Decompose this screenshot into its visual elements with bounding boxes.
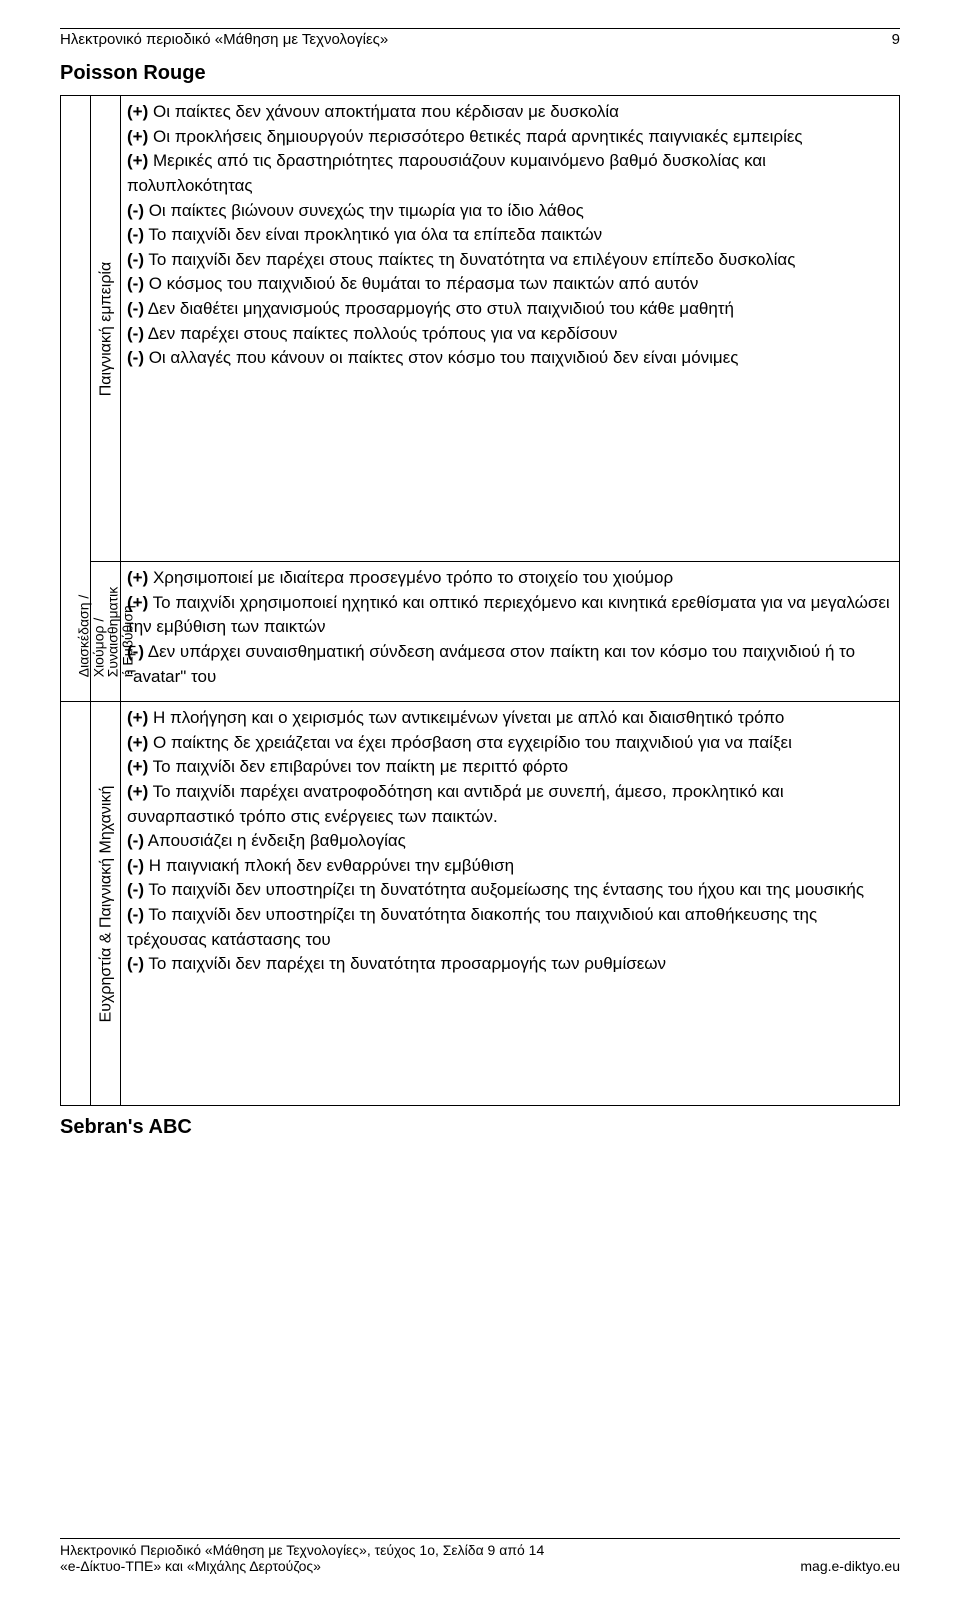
content-cell: (+) Χρησιμοποιεί με ιδιαίτερα προσεγμένο… — [121, 562, 900, 702]
footer-rule — [60, 1538, 900, 1539]
page-footer: Ηλεκτρονικό Περιοδικό «Μάθηση με Τεχνολο… — [60, 1538, 900, 1574]
category-cell — [61, 702, 91, 1106]
evaluation-line: (-) Το παιχνίδι δεν παρέχει τη δυνατότητ… — [127, 952, 893, 977]
evaluation-line: (-) Το παιχνίδι δεν είναι προκλητικό για… — [127, 223, 893, 248]
footer-line2-left: «e-Δίκτυο-ΤΠΕ» και «Μιχάλης Δερτούζος» — [60, 1558, 321, 1574]
footer-line1-left: Ηλεκτρονικό Περιοδικό «Μάθηση με Τεχνολο… — [60, 1542, 544, 1558]
content-cell: (+) Η πλοήγηση και ο χειρισμός των αντικ… — [121, 702, 900, 1106]
evaluation-line: (+) Οι παίκτες δεν χάνουν αποκτήματα που… — [127, 100, 893, 125]
category-label: Διασκέδαση /Χιούμορ /Συναισθηματική Εμβύ… — [76, 586, 135, 677]
footer-line2-right: mag.e-diktyo.eu — [800, 1558, 900, 1574]
evaluation-line: (-) Το παιχνίδι δεν παρέχει στους παίκτε… — [127, 248, 893, 273]
content-cell: (+) Οι παίκτες δεν χάνουν αποκτήματα που… — [121, 96, 900, 562]
evaluation-line: (-) Δεν παρέχει στους παίκτες πολλούς τρ… — [127, 322, 893, 347]
evaluation-line: (-) Το παιχνίδι δεν υποστηρίζει τη δυνατ… — [127, 878, 893, 903]
running-header: Ηλεκτρονικό περιοδικό «Μάθηση με Τεχνολο… — [60, 31, 900, 48]
evaluation-line: (+) Χρησιμοποιεί με ιδιαίτερα προσεγμένο… — [127, 566, 893, 591]
evaluation-table: Παιγνιακή εμπειρία (+) Οι παίκτες δεν χά… — [60, 95, 900, 1106]
category-label: Παιγνιακή εμπειρία — [94, 261, 117, 396]
evaluation-line: (-) Οι αλλαγές που κάνουν οι παίκτες στο… — [127, 346, 893, 371]
evaluation-line: (-) Το παιχνίδι δεν υποστηρίζει τη δυνατ… — [127, 903, 893, 952]
evaluation-line: (+) Το παιχνίδι χρησιμοποιεί ηχητικό και… — [127, 591, 893, 640]
page-number: 9 — [892, 31, 900, 48]
evaluation-line: (-) Δεν διαθέτει μηχανισμούς προσαρμογής… — [127, 297, 893, 322]
category-cell: Διασκέδαση /Χιούμορ /Συναισθηματική Εμβύ… — [91, 562, 121, 702]
evaluation-line: (+) Η πλοήγηση και ο χειρισμός των αντικ… — [127, 706, 893, 731]
evaluation-line: (+) Οι προκλήσεις δημιουργούν περισσότερ… — [127, 125, 893, 150]
evaluation-line: (-) Ο κόσμος του παιχνιδιού δε θυμάται τ… — [127, 272, 893, 297]
header-rule — [60, 28, 900, 29]
evaluation-line: (+) Το παιχνίδι δεν επιβαρύνει τον παίκτ… — [127, 755, 893, 780]
section-subtitle: Sebran's ABC — [60, 1116, 900, 1139]
journal-title: Ηλεκτρονικό περιοδικό «Μάθηση με Τεχνολο… — [60, 31, 388, 48]
evaluation-line: (+) Μερικές από τις δραστηριότητες παρου… — [127, 149, 893, 198]
table-row: Ευχρηστία & Παιγνιακή Μηχανική (+) Η πλο… — [61, 702, 900, 1106]
evaluation-line: (+) Το παιχνίδι παρέχει ανατροφοδότηση κ… — [127, 780, 893, 829]
category-cell: Παιγνιακή εμπειρία — [91, 96, 121, 562]
table-row: Παιγνιακή εμπειρία (+) Οι παίκτες δεν χά… — [61, 96, 900, 562]
evaluation-line: (-) Απουσιάζει η ένδειξη βαθμολογίας — [127, 829, 893, 854]
category-cell: Ευχρηστία & Παιγνιακή Μηχανική — [91, 702, 121, 1106]
page: Ηλεκτρονικό περιοδικό «Μάθηση με Τεχνολο… — [0, 0, 960, 1604]
evaluation-line: (-) Δεν υπάρχει συναισθηματική σύνδεση α… — [127, 640, 893, 689]
page-title: Poisson Rouge — [60, 62, 900, 85]
evaluation-line: (-) Οι παίκτες βιώνουν συνεχώς την τιμωρ… — [127, 199, 893, 224]
table-row: Διασκέδαση /Χιούμορ /Συναισθηματική Εμβύ… — [61, 562, 900, 702]
evaluation-line: (-) Η παιγνιακή πλοκή δεν ενθαρρύνει την… — [127, 854, 893, 879]
category-label: Ευχρηστία & Παιγνιακή Μηχανική — [94, 785, 117, 1022]
evaluation-line: (+) Ο παίκτης δε χρειάζεται να έχει πρόσ… — [127, 731, 893, 756]
